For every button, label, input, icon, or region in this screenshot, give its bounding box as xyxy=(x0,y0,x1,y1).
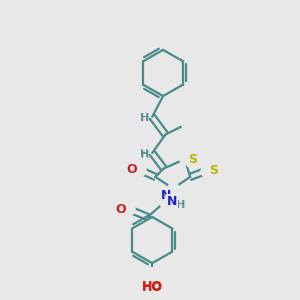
Text: O: O xyxy=(127,162,137,175)
Text: H: H xyxy=(140,149,148,159)
Text: N: N xyxy=(161,190,172,203)
Text: H: H xyxy=(140,112,148,123)
Text: N: N xyxy=(167,195,177,208)
Text: H: H xyxy=(141,150,149,160)
Text: H: H xyxy=(176,200,184,210)
Text: S: S xyxy=(210,164,218,177)
Text: H: H xyxy=(141,113,149,123)
Text: N: N xyxy=(161,189,172,202)
Text: HO: HO xyxy=(142,281,163,294)
Text: O: O xyxy=(116,201,127,214)
Text: HO: HO xyxy=(142,280,163,293)
Text: H: H xyxy=(177,200,185,210)
Text: S: S xyxy=(209,164,218,177)
Text: O: O xyxy=(115,203,126,216)
Text: S: S xyxy=(187,150,196,163)
Text: N: N xyxy=(167,195,177,208)
Text: S: S xyxy=(188,153,197,166)
Text: O: O xyxy=(126,164,137,176)
